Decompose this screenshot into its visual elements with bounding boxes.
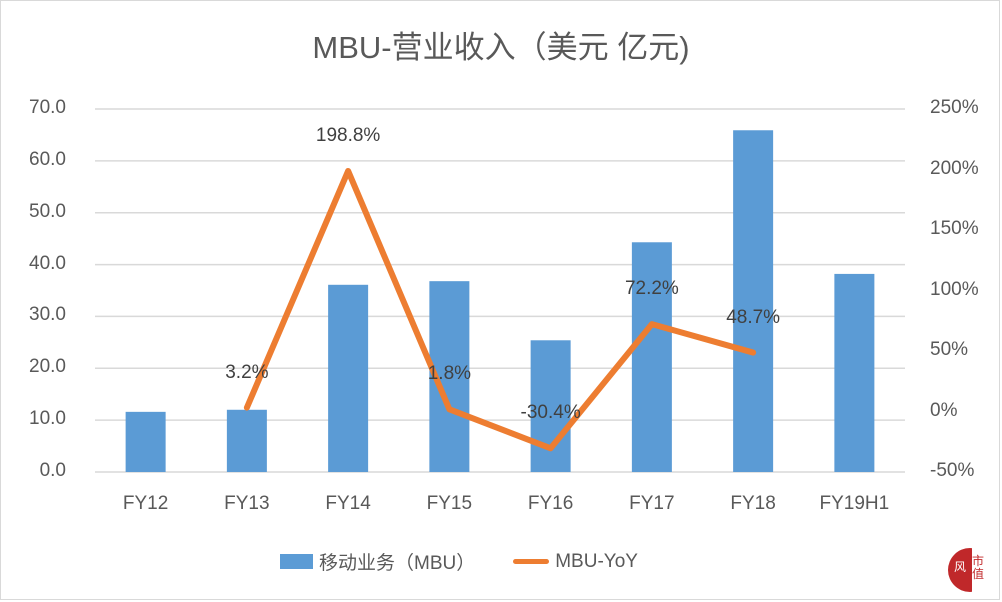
left-axis-tick: 20.0 (29, 356, 66, 378)
data-label: 1.8% (427, 363, 472, 385)
bar-fy18 (733, 130, 774, 473)
left-axis-tick: 40.0 (29, 252, 66, 274)
bar-fy12 (125, 411, 166, 472)
yoy-line (243, 167, 757, 452)
right-axis-tick: 0% (930, 399, 958, 421)
x-axis-tick: FY12 (122, 493, 169, 514)
x-axis-tick: FY16 (527, 493, 574, 514)
bar-fy19h1 (834, 273, 875, 472)
bar-fy17 (631, 242, 672, 472)
bar-fy14 (328, 284, 369, 472)
right-axis-tick: 150% (930, 218, 979, 239)
legend-line-label: MBU-YoY (555, 550, 638, 572)
left-axis-tick: 30.0 (29, 304, 66, 326)
data-label: -30.4% (520, 402, 581, 424)
x-axis-tick: FY15 (426, 493, 473, 514)
data-label: 198.8% (315, 124, 381, 146)
right-axis-tick: -50% (930, 460, 975, 481)
right-axis-tick: 250% (930, 97, 979, 118)
right-axis-tick: 50% (930, 339, 969, 360)
x-axis-tick: FY13 (224, 493, 270, 514)
right-axis-tick: 200% (930, 157, 979, 179)
data-label: 72.2% (624, 278, 679, 300)
bar-fy13 (226, 409, 267, 472)
logo-right-text: 市值 (972, 554, 985, 581)
legend-bar-swatch (280, 554, 313, 569)
data-label: 48.7% (726, 306, 781, 328)
logo-left-text: 风 (954, 560, 967, 574)
left-axis-tick: 0.0 (39, 460, 66, 481)
legend-line-swatch (513, 559, 550, 564)
left-axis-tick: 50.0 (29, 200, 66, 222)
chart-title: MBU-营业收入（美元 亿元) (312, 30, 690, 65)
x-axis-tick: FY19H1 (819, 493, 890, 514)
legend: 移动业务（MBU） MBU-YoY (280, 548, 638, 575)
legend-bar-label: 移动业务（MBU） (319, 553, 476, 574)
data-label: 3.2% (225, 361, 269, 383)
left-axis-tick: 70.0 (29, 97, 66, 118)
left-axis-tick: 60.0 (29, 148, 66, 170)
brand-logo-icon: 风 市值 (948, 548, 992, 592)
left-axis-tick: 10.0 (29, 408, 66, 430)
x-axis-tick: FY14 (325, 493, 371, 514)
x-axis-tick: FY18 (730, 493, 776, 514)
x-axis-tick: FY17 (629, 493, 675, 514)
right-axis-tick: 100% (930, 278, 979, 300)
